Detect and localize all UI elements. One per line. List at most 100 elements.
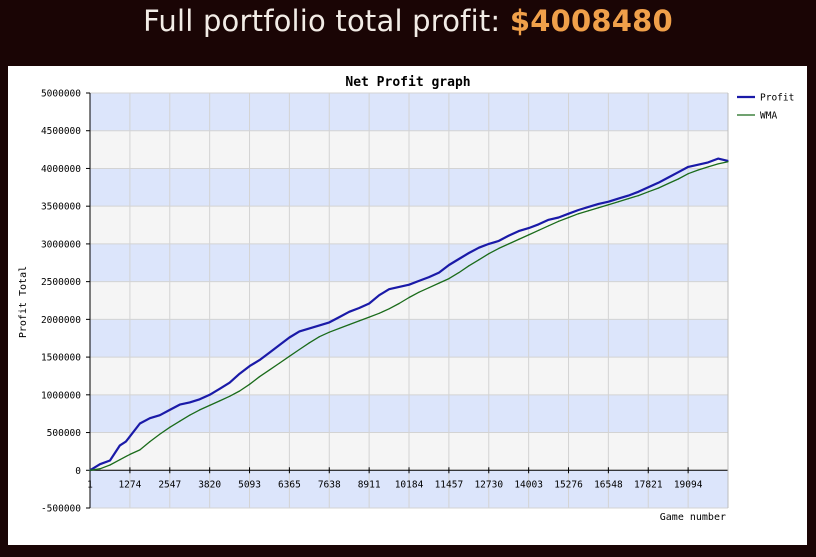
data-point-wma [538,229,540,231]
data-point-profit [518,230,520,232]
x-tick-label: 1274 [118,479,141,490]
data-point-profit [548,219,550,221]
data-point-wma [239,390,241,392]
y-axis-label: Profit Total [18,266,29,338]
data-point-wma [209,404,211,406]
data-point-wma [558,220,560,222]
net-profit-chart: -500000 0 500000 1000000 1500000 2000000 25000… [18,75,794,523]
data-point-profit [139,422,141,425]
y-tick-label: -500000 [41,504,81,515]
data-point-profit [448,264,450,266]
data-point-profit [667,176,669,179]
x-tick-label: 5093 [238,479,261,490]
data-point-profit [558,216,560,219]
data-point-profit [488,243,490,245]
x-tick-label: 10184 [395,479,424,490]
x-tick-label: 8911 [358,479,381,490]
data-point-profit [677,171,679,173]
data-point-profit [428,276,430,278]
data-point-wma [428,287,430,289]
data-point-wma [388,308,390,310]
data-point-profit [209,394,211,396]
data-point-wma [717,163,719,165]
data-point-wma [368,316,370,318]
data-point-profit [687,166,689,168]
x-tick-label: 16548 [594,479,623,490]
data-point-wma [328,331,330,333]
x-tick-label: 17821 [634,479,663,490]
x-tick-label: 19094 [674,479,703,490]
x-tick-label: 7638 [318,479,341,490]
x-tick-label: 14003 [514,479,543,490]
y-tick-label: 1000000 [41,390,81,401]
y-tick-label: 4000000 [41,164,81,175]
data-point-wma [159,433,161,435]
data-point-wma [498,247,500,250]
header: Full portfolio total profit: $4008480 [0,0,816,56]
y-tick-label: 4500000 [41,126,81,137]
data-point-wma [587,210,590,212]
legend-label-profit: Profit [760,93,794,104]
data-point-profit [627,195,629,197]
data-point-profit [149,417,151,419]
data-point-profit [119,444,121,446]
data-point-profit [498,240,500,242]
data-point-wma [468,265,470,267]
data-point-wma [199,409,201,411]
data-point-profit [229,382,231,384]
data-point-profit [567,213,570,215]
data-point-wma [607,204,610,206]
data-point-profit [169,409,171,411]
data-point-profit [189,401,191,403]
y-tick-label: 2500000 [41,277,81,288]
data-point-profit [717,158,719,160]
data-point-profit [697,164,699,166]
data-point-profit [478,247,480,249]
data-point-wma [298,348,301,351]
data-point-wma [248,383,251,385]
data-point-wma [288,355,291,357]
y-tick-label: 5000000 [41,89,81,100]
data-point-wma [308,342,310,344]
data-point-wma [627,198,629,200]
data-point-wma [567,216,570,219]
data-point-wma [438,282,440,284]
x-tick-label: 1 [87,479,93,490]
data-point-wma [448,278,450,280]
data-point-profit [528,227,530,229]
data-point-wma [169,426,171,428]
data-point-wma [109,464,111,466]
data-point-wma [229,395,231,397]
y-tick-label: 500000 [47,428,82,439]
data-point-profit [125,441,127,443]
data-point-profit [398,286,400,288]
data-point-wma [418,291,420,293]
y-tick-label: 3500000 [41,202,81,213]
data-point-profit [159,414,161,416]
data-point-wma [548,225,550,227]
data-point-profit [577,209,580,211]
data-point-wma [318,336,320,338]
data-point-profit [179,404,181,406]
data-point-wma [657,187,659,189]
data-point-wma [179,420,181,422]
legend: Profit WMA [737,93,794,122]
data-point-profit [707,161,709,164]
data-point-wma [139,449,141,451]
data-point-profit [378,294,380,296]
data-point-profit [308,327,310,330]
data-point-wma [677,178,679,180]
data-point-wma [149,441,151,443]
data-point-profit [458,258,460,260]
data-point-profit [99,463,101,465]
data-point-wma [687,173,689,175]
data-point-profit [607,201,610,203]
data-point-profit [328,321,330,323]
x-axis-label: Game number [660,512,726,523]
data-point-profit [388,288,390,290]
data-point-profit [318,324,320,326]
data-point-wma [408,296,410,299]
data-point-profit [358,307,360,309]
data-point-profit [258,359,261,361]
data-point-profit [468,252,470,254]
